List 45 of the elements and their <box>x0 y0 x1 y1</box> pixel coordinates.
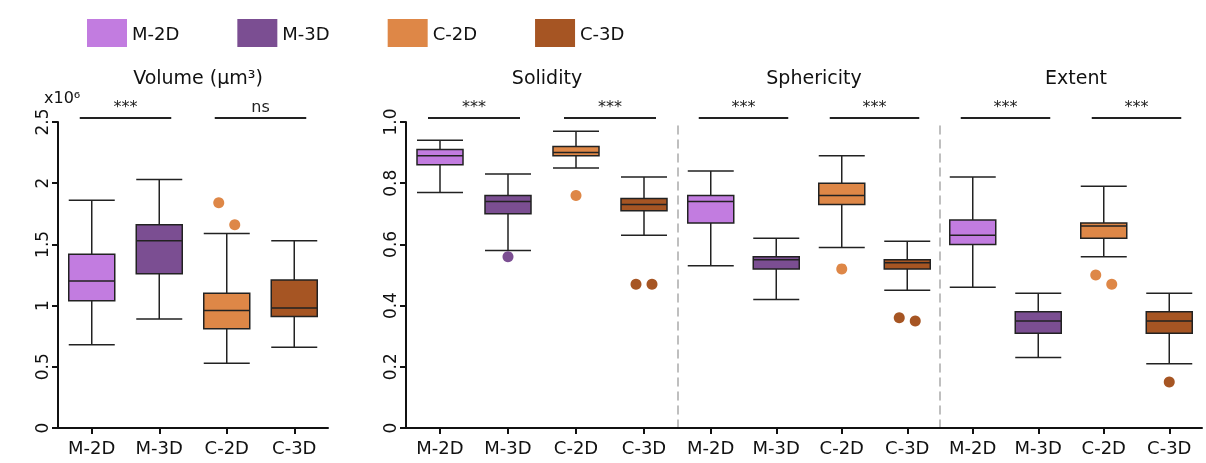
y-tick-label: 0.5 <box>31 353 52 381</box>
x-tick-label: M-2D <box>687 436 735 458</box>
x-tick-label: M-3D <box>1014 436 1062 458</box>
y-tick-label: 0 <box>31 422 52 434</box>
text: ns <box>251 96 270 116</box>
y-tick-label: 1.5 <box>31 230 52 258</box>
y-tick-label: 0.4 <box>379 292 400 320</box>
y-tick-label: 1.0 <box>379 108 400 136</box>
x-tick-label: C-3D <box>885 436 930 458</box>
chart-title: Extent <box>1045 65 1107 88</box>
legend-label: C-2D <box>432 22 478 44</box>
x-tick-label: C-2D <box>553 436 599 458</box>
text: *** <box>1124 96 1149 116</box>
x-tick-label: M-3D <box>484 436 532 458</box>
y-tick-label: 2.5 <box>31 108 52 136</box>
x-tick-label: C-2D <box>204 436 249 458</box>
legend-label: M-3D <box>282 22 330 44</box>
y-tick-label: 0 <box>379 422 400 434</box>
y-tick-label: 1 <box>31 300 52 312</box>
chart-title: Volume (µm³) <box>133 65 263 88</box>
x-tick-label: M-3D <box>135 436 183 458</box>
x-tick-label: C-3D <box>272 436 317 458</box>
y-tick-label: 2 <box>31 177 52 189</box>
x-tick-label: C-3D <box>621 436 667 458</box>
text: *** <box>731 96 756 116</box>
x-tick-label: M-2D <box>68 436 116 458</box>
chart-title: Solidity <box>511 65 583 88</box>
legend-label: C-3D <box>580 22 625 44</box>
text: *** <box>862 96 887 116</box>
legend-label: M-2D <box>132 22 180 44</box>
text: *** <box>113 96 138 116</box>
x-tick-label: C-3D <box>1147 436 1192 458</box>
y-tick-label: 0.2 <box>379 353 400 381</box>
x-tick-label: M-2D <box>416 436 464 458</box>
chart-title: Sphericity <box>766 65 862 88</box>
text: *** <box>462 96 486 116</box>
x-tick-label: C-2D <box>819 436 864 458</box>
x-tick-label: C-2D <box>1081 436 1126 458</box>
x-tick-label: M-3D <box>752 436 800 458</box>
y-axis-title: x10⁶ <box>44 88 81 108</box>
x-tick-label: M-2D <box>949 436 997 458</box>
y-tick-label: 0.6 <box>379 230 400 258</box>
y-tick-label: 0.8 <box>379 169 400 197</box>
text: *** <box>598 96 622 116</box>
text: *** <box>993 96 1018 116</box>
